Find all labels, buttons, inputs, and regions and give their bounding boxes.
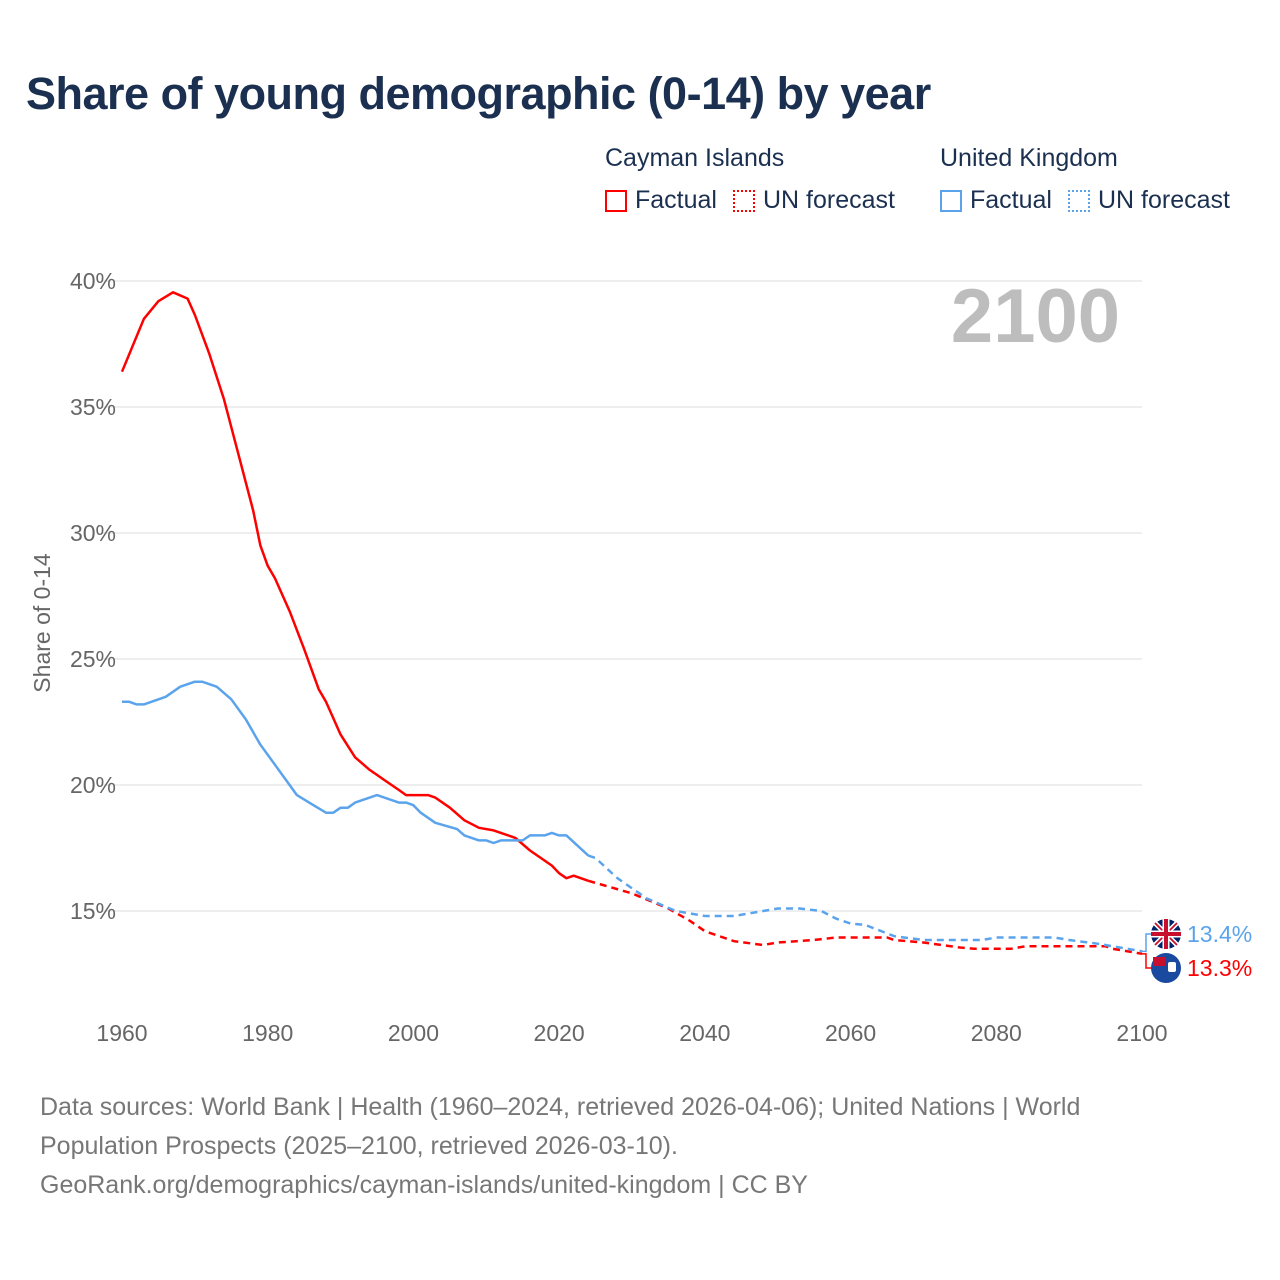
legend-swatch-dotted (732, 189, 755, 212)
x-tick-label: 2060 (825, 1020, 876, 1046)
x-tick-label: 2100 (1116, 1020, 1167, 1046)
footer-sources: Data sources: World Bank | Health (1960–… (40, 1088, 1080, 1205)
flag-shield (1168, 962, 1176, 972)
series-line-factual-1 (122, 680, 590, 857)
flag-canton (1153, 957, 1165, 966)
legend-item-cayman-forecast[interactable]: UN forecast (732, 186, 895, 215)
legend-items-uk: Factual UN forecast (940, 186, 1230, 215)
end-value-label-cayman: 13.3% (1187, 955, 1252, 981)
y-axis-label: Share of 0-14 (29, 553, 55, 693)
line-chart: 40% 35% 30% 25% 20% 15% 1960 1980 2000 2020 2040 20… (29, 268, 1252, 1046)
y-tick-label: 30% (70, 520, 116, 546)
footer-line: Population Prospects (2025–2100, retriev… (40, 1132, 678, 1160)
cayman-islands-flag (1151, 953, 1181, 983)
y-tick-label: 35% (70, 394, 116, 420)
legend-item-cayman-factual[interactable]: Factual (605, 186, 717, 215)
series-line-factual-0 (120, 291, 589, 882)
legend-label: UN forecast (762, 186, 895, 214)
y-tick-label: 15% (70, 898, 116, 924)
legend-group-cayman: Cayman Islands (605, 144, 785, 172)
year-watermark: 2100 (951, 274, 1120, 359)
end-value-label-uk: 13.4% (1187, 921, 1252, 947)
legend-swatch-solid (605, 189, 627, 212)
y-tick-label: 20% (70, 772, 116, 798)
chart-title: Share of young demographic (0-14) by yea… (26, 68, 931, 119)
x-tick-label: 2040 (679, 1020, 730, 1046)
y-tick-label: 40% (70, 268, 116, 294)
legend-items-cayman: Factual UN forecast (605, 186, 895, 215)
series-line-forecast-0 (587, 879, 1143, 956)
x-tick-label: 2000 (388, 1020, 439, 1046)
legend-label: Factual (635, 186, 717, 214)
flag-cross-red (1151, 919, 1181, 949)
x-tick-label: 1980 (242, 1020, 293, 1046)
x-tick-label: 2080 (971, 1020, 1022, 1046)
leader-line (1142, 933, 1154, 953)
x-tick-label: 1960 (96, 1020, 147, 1046)
legend-item-uk-forecast[interactable]: UN forecast (1067, 186, 1230, 215)
leader-line (1142, 953, 1154, 969)
legend-swatch-solid (940, 189, 962, 212)
footer-line: Data sources: World Bank | Health (1960–… (40, 1093, 1081, 1121)
legend-item-uk-factual[interactable]: Factual (940, 186, 1052, 215)
legend-group-uk: United Kingdom (940, 144, 1118, 172)
x-tick-label: 2020 (534, 1020, 585, 1046)
legend-label: Factual (970, 186, 1052, 214)
legend-label: UN forecast (1097, 186, 1230, 214)
united-kingdom-flag (1151, 919, 1181, 949)
y-tick-label: 25% (70, 646, 116, 672)
footer-link[interactable]: GeoRank.org/demographics/cayman-islands/… (40, 1171, 808, 1199)
legend-swatch-dotted (1067, 189, 1090, 212)
